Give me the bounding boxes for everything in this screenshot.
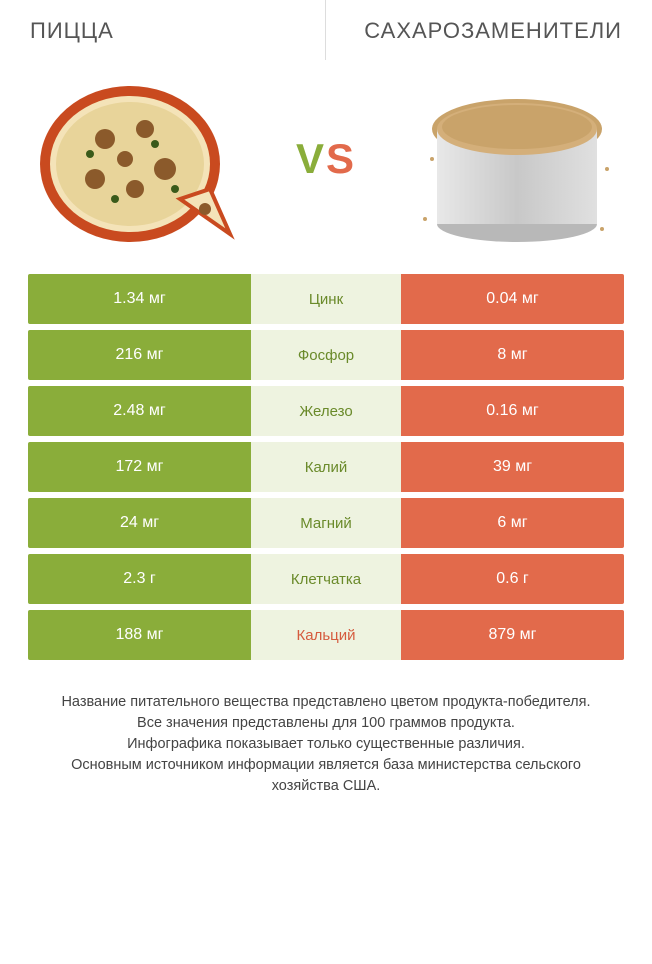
nutrient-row: 172 мгКалий39 мг xyxy=(28,442,624,492)
nutrient-row: 24 мгМагний6 мг xyxy=(28,498,624,548)
nutrient-label: Цинк xyxy=(251,274,401,324)
right-title: САХАРОЗАМЕНИТЕЛИ xyxy=(364,18,622,44)
nutrient-label: Калий xyxy=(251,442,401,492)
nutrient-label: Фосфор xyxy=(251,330,401,380)
footer-line-1: Название питательного вещества представл… xyxy=(40,692,612,713)
nutrient-label: Клетчатка xyxy=(251,554,401,604)
sugar-image xyxy=(402,64,622,254)
footer-line-3: Инфографика показывает только существенн… xyxy=(40,734,612,755)
left-value: 2.48 мг xyxy=(28,386,251,436)
nutrient-label: Магний xyxy=(251,498,401,548)
nutrient-row: 2.3 гКлетчатка0.6 г xyxy=(28,554,624,604)
left-value: 24 мг xyxy=(28,498,251,548)
right-value: 6 мг xyxy=(401,498,624,548)
right-value: 879 мг xyxy=(401,610,624,660)
left-value: 172 мг xyxy=(28,442,251,492)
left-title: ПИЦЦА xyxy=(30,18,114,44)
sugar-cup-icon xyxy=(407,69,617,249)
nutrient-label: Железо xyxy=(251,386,401,436)
left-value: 216 мг xyxy=(28,330,251,380)
vs-v: V xyxy=(296,135,326,182)
nutrient-row: 188 мгКальций879 мг xyxy=(28,610,624,660)
nutrient-row: 216 мгФосфор8 мг xyxy=(28,330,624,380)
pizza-image xyxy=(30,64,250,254)
right-value: 0.16 мг xyxy=(401,386,624,436)
right-value: 8 мг xyxy=(401,330,624,380)
right-value: 0.04 мг xyxy=(401,274,624,324)
footer-text: Название питательного вещества представл… xyxy=(0,666,652,797)
vs-s: S xyxy=(326,135,356,182)
footer-line-2: Все значения представлены для 100 граммо… xyxy=(40,713,612,734)
header-row: ПИЦЦА САХАРОЗАМЕНИТЕЛИ xyxy=(0,0,652,54)
nutrient-row: 1.34 мгЦинк0.04 мг xyxy=(28,274,624,324)
pizza-icon xyxy=(35,69,245,249)
left-value: 188 мг xyxy=(28,610,251,660)
left-value: 1.34 мг xyxy=(28,274,251,324)
nutrient-row: 2.48 мгЖелезо0.16 мг xyxy=(28,386,624,436)
vs-badge: VS xyxy=(296,135,356,183)
left-value: 2.3 г xyxy=(28,554,251,604)
right-value: 39 мг xyxy=(401,442,624,492)
images-row: VS xyxy=(0,54,652,274)
right-value: 0.6 г xyxy=(401,554,624,604)
nutrient-table: 1.34 мгЦинк0.04 мг 216 мгФосфор8 мг 2.48 м… xyxy=(0,274,652,660)
nutrient-label: Кальций xyxy=(251,610,401,660)
footer-line-4: Основным источником информации является … xyxy=(40,755,612,797)
header-divider xyxy=(325,0,326,60)
